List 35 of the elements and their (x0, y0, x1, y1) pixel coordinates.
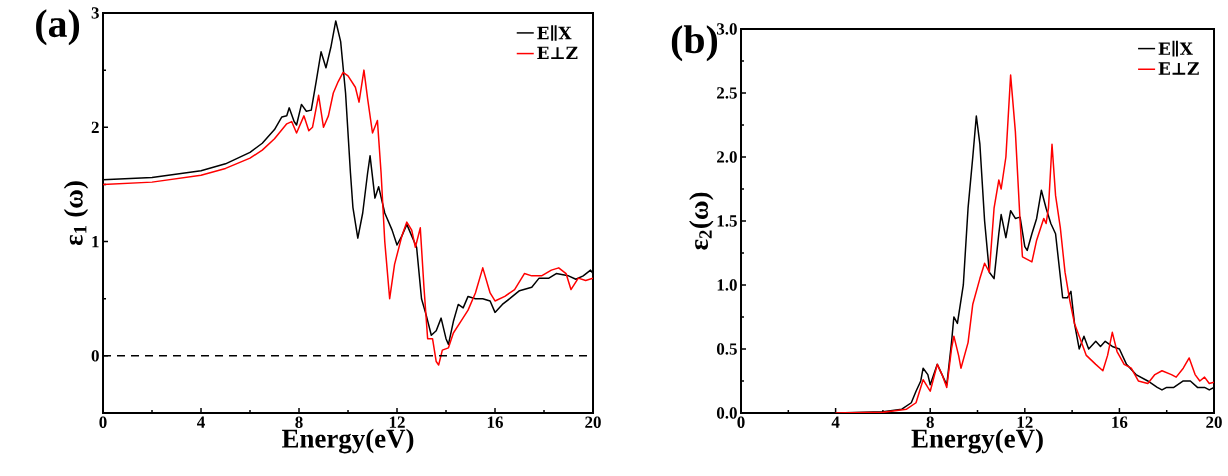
y-axis-title: ε$_{1}$ (ω) (63, 181, 89, 246)
y-tick-label: 0 (91, 350, 99, 362)
line-series (103, 69, 594, 366)
x-axis-title: Energy(eV) (281, 428, 414, 454)
y-axis-title: ε$_{2}$(ω) (689, 192, 714, 250)
x-tick-label: 8 (295, 416, 303, 428)
y-tick-label: 2.5 (717, 87, 737, 99)
y-tick-label: 1.5 (717, 215, 737, 227)
x-tick-label: 4 (831, 416, 840, 428)
x-tick-label: 16 (487, 416, 503, 428)
legend-label: E∥X (1158, 40, 1193, 57)
legend-label: E⊥Z (537, 46, 578, 59)
y-tick-label: 3.0 (716, 23, 737, 35)
text: (a) (36, 9, 80, 46)
y-tick-label: 1 (92, 235, 99, 248)
x-tick-label: 16 (1112, 416, 1128, 428)
y-tick-label: 3 (91, 7, 99, 19)
x-tick-label: 8 (926, 416, 934, 428)
x-tick-label: 4 (197, 416, 205, 428)
y-tick-label: 0.0 (716, 407, 737, 419)
legend-label: E∥X (537, 25, 572, 41)
x-axis-title: Energy(eV) (911, 428, 1043, 454)
x-tick-label: 12 (1017, 416, 1033, 428)
x-tick-label: 12 (389, 416, 405, 428)
x-tick-label: 0 (737, 416, 745, 428)
text: (b) (671, 25, 718, 62)
line-series (834, 74, 1215, 413)
x-tick-label: 20 (585, 416, 601, 428)
y-tick-label: 2.0 (717, 151, 737, 163)
x-tick-label: 0 (99, 416, 107, 428)
x-tick-label: 20 (1206, 416, 1222, 428)
legend-label: E⊥Z (1158, 62, 1199, 75)
y-tick-label: 2 (91, 121, 99, 133)
y-tick-label: 0.5 (716, 343, 737, 355)
y-tick-label: 1.0 (717, 279, 737, 291)
